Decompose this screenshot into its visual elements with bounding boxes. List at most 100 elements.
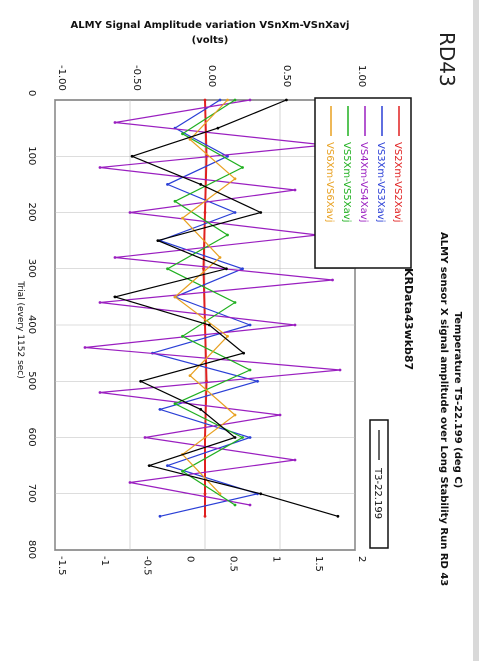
data-point-VS5 — [233, 98, 237, 102]
y2-tick-label: 0 — [185, 556, 196, 562]
legend-label: VS3Xm-VS3Xavj — [375, 142, 386, 222]
data-point-VS6 — [218, 492, 222, 496]
data-point-VS6 — [218, 256, 222, 259]
x-tick-label: 600 — [26, 428, 37, 447]
data-point-VS4 — [98, 301, 102, 304]
data-point-VS5 — [181, 334, 184, 338]
data-point-T3 — [156, 239, 160, 243]
data-point-VS6 — [181, 216, 184, 220]
legend-label: VS5Xm-VS5Xavj — [341, 142, 352, 222]
data-point-VS2 — [203, 98, 207, 102]
data-point-T3 — [147, 464, 151, 467]
data-point-VS3 — [241, 267, 244, 271]
data-point-T3 — [113, 295, 117, 299]
data-point-VS5 — [173, 402, 177, 406]
y-tick-label: -0.50 — [131, 65, 142, 91]
data-point-VS3 — [248, 323, 252, 327]
data-point-T3 — [139, 379, 143, 383]
data-point-VS6 — [233, 177, 237, 181]
x-tick-label: 700 — [26, 484, 37, 503]
data-point-VS6 — [188, 138, 192, 141]
data-point-VS2 — [203, 514, 207, 518]
data-point-VS4 — [293, 188, 297, 192]
data-point-T3 — [259, 492, 263, 496]
data-point-VS4 — [83, 346, 87, 349]
data-point-T3 — [216, 126, 220, 130]
data-point-VS4 — [278, 413, 282, 417]
data-point-T3 — [242, 351, 246, 355]
data-point-VS6 — [226, 98, 229, 102]
data-point-VS4 — [338, 368, 342, 372]
y-tick-label: 0.00 — [206, 65, 217, 87]
data-point-VS6 — [173, 295, 177, 299]
data-point-VS4 — [293, 323, 297, 327]
x-tick-label: 800 — [26, 540, 37, 559]
data-point-T3 — [225, 267, 228, 271]
y2-tick-label: -1.5 — [56, 556, 67, 576]
data-point-VS3 — [248, 436, 252, 439]
data-point-VS4 — [293, 458, 297, 462]
data-point-VS5 — [226, 233, 229, 237]
data-point-T3 — [199, 183, 203, 186]
legend-label: VS4Xm-VS4Xavj — [358, 142, 369, 222]
data-point-VS5 — [233, 503, 237, 507]
series-layer — [83, 98, 342, 518]
series-line-VS3 — [150, 99, 260, 517]
legend-temperature: T3-22.199 — [369, 419, 389, 549]
y2-tick-label: 2 — [356, 556, 367, 562]
x-tick-label: 100 — [26, 146, 37, 165]
legend-items: VS2Xm-VS2Xavj VS3Xm-VS3Xavj VS4Xm-VS4Xavj V… — [324, 106, 403, 222]
data-point-VS4 — [98, 391, 102, 394]
data-point-VS2 — [203, 492, 207, 496]
data-point-VS5 — [181, 469, 184, 473]
handwritten-label: RD43 — [435, 32, 459, 87]
data-point-VS4 — [128, 481, 132, 484]
data-point-T3 — [199, 408, 203, 411]
data-point-VS4 — [113, 121, 117, 124]
data-point-VS3 — [233, 211, 237, 214]
y2-tick-label: 1 — [270, 556, 281, 562]
data-point-VS5 — [173, 199, 177, 203]
data-point-VS5 — [241, 436, 244, 439]
data-point-VS3 — [158, 408, 162, 411]
y2-tick-label: -1 — [99, 556, 110, 566]
series-line-T3 — [112, 99, 339, 517]
scan-sheet-edge — [473, 0, 479, 661]
right-axis-label: Temperature T5-22.199 (deg C) — [452, 312, 463, 488]
y2-tick-label: -0.5 — [142, 556, 153, 576]
data-point-VS4 — [128, 211, 132, 214]
y2-tick-label: 1.5 — [313, 556, 324, 572]
data-point-VS5 — [241, 166, 244, 169]
data-point-T3 — [259, 211, 263, 214]
legend-main: VS2Xm-VS2Xavj VS3Xm-VS3Xavj VS4Xm-VS4Xavj V… — [314, 97, 412, 269]
data-point-VS5 — [233, 301, 237, 304]
data-point-VS4 — [331, 278, 334, 282]
data-point-T3 — [207, 323, 211, 327]
data-point-T3 — [285, 98, 288, 102]
data-point-T3 — [130, 154, 134, 158]
data-point-VS5 — [181, 132, 184, 136]
data-point-VS6 — [226, 334, 229, 338]
y2-tick-label: 0.5 — [227, 556, 238, 572]
x-axis-label: Trial (every 1152 sec) — [15, 280, 25, 379]
chart-subtitle: KRData43wkb87 — [402, 268, 415, 370]
data-point-VS4 — [248, 98, 252, 102]
data-point-VS3 — [226, 154, 229, 158]
side-title: ALMY sensor X signal amplitude over Long… — [438, 232, 449, 586]
data-point-T3 — [233, 436, 237, 439]
data-point-VS5 — [166, 267, 169, 271]
legend-temperature-label: T3-22.199 — [372, 467, 383, 519]
chart-title: ALMY Signal Amplitude variation VSnXm-VS… — [71, 20, 350, 31]
x-tick-label: 0 — [26, 90, 37, 96]
data-point-VS3 — [166, 464, 169, 467]
data-point-VS2 — [203, 211, 207, 214]
y-tick-label: 0.50 — [281, 65, 292, 87]
data-point-VS3 — [218, 98, 222, 102]
legend-label: VS6Xm-VS6Xavj — [324, 142, 335, 222]
x-tick-label: 400 — [26, 315, 37, 334]
legend-temperature-frame — [369, 419, 389, 549]
chart-title-units: (volts) — [192, 35, 229, 46]
data-point-VS2 — [202, 267, 205, 271]
